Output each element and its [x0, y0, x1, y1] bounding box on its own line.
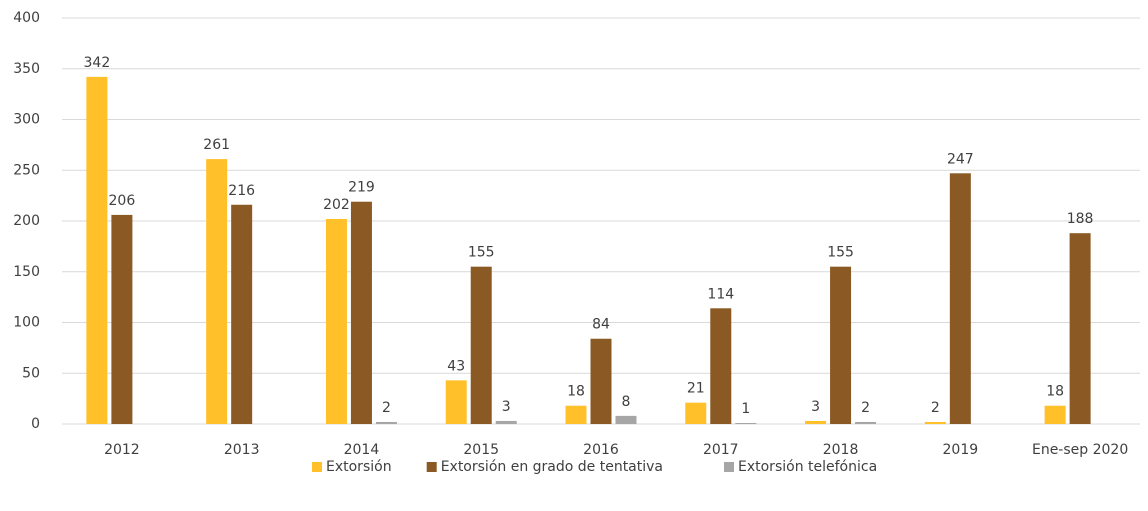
bar	[735, 422, 757, 424]
data-label: 1	[741, 401, 750, 417]
bar	[1069, 233, 1091, 424]
legend-swatch	[312, 462, 322, 472]
data-label: 247	[947, 151, 974, 167]
bar	[685, 402, 707, 424]
legend-swatch	[426, 462, 437, 472]
data-label: 261	[203, 137, 230, 153]
bar	[830, 266, 852, 424]
x-tick-label: 2012	[104, 442, 140, 458]
data-label: 114	[707, 286, 734, 302]
bar	[375, 421, 397, 424]
x-tick-label: 2018	[823, 442, 859, 458]
legend-label: Extorsión	[326, 459, 392, 475]
data-label: 155	[468, 245, 495, 261]
bar	[111, 214, 133, 424]
data-label: 2	[861, 400, 870, 416]
legend-label: Extorsión telefónica	[738, 459, 877, 475]
bar	[949, 173, 971, 424]
legend-swatch	[724, 462, 734, 472]
y-tick-label: 300	[13, 112, 40, 128]
data-label: 8	[622, 394, 631, 410]
x-tick-label: 2017	[703, 442, 739, 458]
y-tick-label: 100	[13, 315, 40, 331]
data-label: 21	[687, 381, 705, 397]
x-tick-label: 2019	[943, 442, 979, 458]
bar	[495, 420, 517, 424]
bar	[86, 76, 108, 425]
x-tick-label: 2014	[344, 442, 380, 458]
x-tick-label: 2015	[463, 442, 499, 458]
y-tick-label: 50	[22, 365, 40, 381]
data-label: 155	[827, 245, 854, 261]
bar	[206, 159, 228, 424]
data-label: 3	[811, 399, 820, 415]
bar	[805, 420, 827, 424]
data-label: 188	[1067, 211, 1094, 227]
bar	[470, 266, 492, 424]
data-label: 342	[84, 55, 111, 71]
y-tick-label: 0	[31, 416, 40, 432]
y-tick-label: 400	[13, 10, 40, 26]
data-label: 18	[1046, 384, 1064, 400]
bar	[924, 421, 946, 424]
data-label: 2	[382, 400, 391, 416]
data-label: 202	[323, 197, 350, 213]
x-tick-label: 2013	[224, 442, 260, 458]
y-tick-label: 200	[13, 213, 40, 229]
bar	[590, 338, 612, 424]
bar	[445, 380, 467, 424]
data-label: 216	[228, 183, 255, 199]
x-tick-label: Ene-sep 2020	[1032, 442, 1128, 458]
data-label: 18	[567, 384, 585, 400]
bar	[1044, 405, 1066, 424]
data-label: 2	[931, 400, 940, 416]
data-label: 3	[502, 399, 511, 415]
y-tick-label: 350	[13, 61, 40, 77]
x-tick-label: 2016	[583, 442, 619, 458]
y-tick-label: 250	[13, 162, 40, 178]
data-label: 43	[447, 358, 465, 374]
bar	[565, 405, 587, 424]
legend-label: Extorsión en grado de tentativa	[441, 459, 663, 475]
data-label: 219	[348, 180, 375, 196]
bar	[615, 415, 637, 424]
bar	[231, 204, 253, 424]
bar	[855, 421, 877, 424]
data-label: 84	[592, 317, 610, 333]
y-tick-label: 150	[13, 264, 40, 280]
bar	[350, 201, 372, 424]
data-label: 206	[109, 193, 136, 209]
bar	[325, 218, 347, 424]
bar	[710, 308, 732, 424]
